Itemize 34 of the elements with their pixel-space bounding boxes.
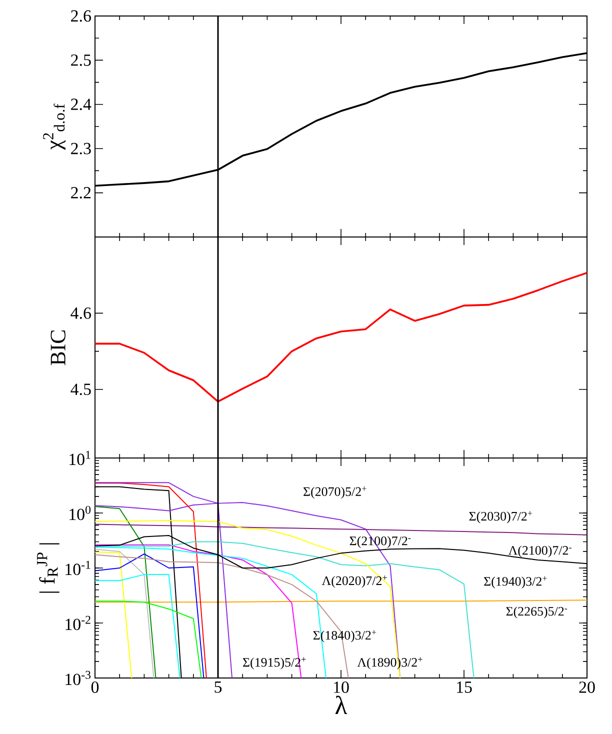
y-tick-label: 2.2 bbox=[71, 187, 91, 199]
y-tick-label: 2.4 bbox=[71, 98, 92, 110]
y-tick-label: 4.6 bbox=[70, 307, 91, 319]
y-tick-label: 10$^{-1}$ bbox=[66, 560, 90, 576]
annotation: Σ(2030)7/2$^{+}$ bbox=[469, 511, 532, 524]
y-axis-title: χ$^{2}$d.o.f bbox=[43, 104, 66, 150]
line-series bbox=[95, 272, 588, 402]
y-axis-title: | f$_{R}$$^{JP}$ | bbox=[37, 543, 60, 593]
y-tick-label: 10$^{0}$ bbox=[70, 506, 91, 520]
annotation: Λ(2100)7/2$^{-}$ bbox=[508, 546, 572, 558]
y-tick-label: 2.3 bbox=[71, 142, 91, 154]
x-tick-label: 10 bbox=[334, 682, 349, 693]
line-series bbox=[95, 553, 204, 678]
x-tick-label: 0 bbox=[91, 682, 99, 693]
line-series bbox=[95, 548, 154, 678]
y-tick-label: 10$^{1}$ bbox=[70, 450, 90, 466]
y-axis-title: BIC bbox=[50, 330, 66, 366]
x-tick-label: 5 bbox=[214, 682, 222, 693]
x-axis-title: λ bbox=[335, 696, 348, 714]
line-series bbox=[95, 506, 156, 678]
y-tick-label: 10$^{-2}$ bbox=[66, 616, 90, 630]
line-series bbox=[95, 600, 202, 678]
annotation: Λ(2020)7/2$^{+}$ bbox=[322, 576, 387, 588]
x-tick-label: 20 bbox=[579, 682, 595, 693]
line-series bbox=[95, 524, 588, 536]
x-tick-label: 15 bbox=[457, 682, 472, 693]
y-tick-label: 10$^{-3}$ bbox=[66, 670, 91, 686]
annotation: Σ(2265)5/2$^{-}$ bbox=[506, 606, 568, 618]
annotation: Σ(1940)3/2$^{+}$ bbox=[484, 576, 547, 588]
y-tick-label: 4.5 bbox=[70, 384, 91, 396]
annotation: Σ(2070)5/2$^{+}$ bbox=[303, 486, 366, 499]
y-tick-label: 2.6 bbox=[71, 10, 91, 22]
line-series bbox=[95, 482, 207, 678]
y-tick-label: 2.5 bbox=[71, 54, 91, 66]
